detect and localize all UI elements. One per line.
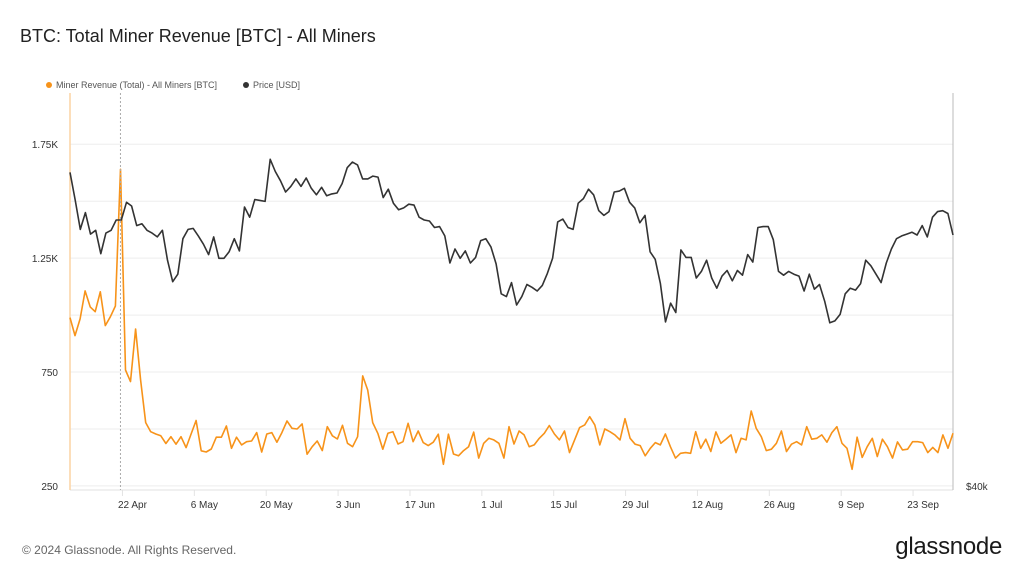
y-tick-label: 750 bbox=[41, 368, 58, 379]
series-line-miner-revenue bbox=[69, 168, 954, 471]
copyright-footer: © 2024 Glassnode. All Rights Reserved. bbox=[22, 543, 237, 557]
x-tick-label: 15 Jul bbox=[550, 500, 577, 511]
y-tick-label: 1.75K bbox=[32, 140, 58, 151]
x-tick-label: 12 Aug bbox=[692, 500, 723, 511]
x-tick-label: 20 May bbox=[260, 500, 293, 511]
legend-label-revenue: Miner Revenue (Total) - All Miners [BTC] bbox=[56, 80, 218, 90]
legend: Miner Revenue (Total) - All Miners [BTC]… bbox=[46, 80, 300, 90]
y-tick-label: 250 bbox=[41, 482, 58, 493]
x-tick-label: 26 Aug bbox=[764, 500, 795, 511]
y-tick-label: 1.25K bbox=[32, 254, 58, 265]
legend-item-price[interactable]: Price [USD] bbox=[243, 80, 300, 90]
series-line-price bbox=[69, 158, 954, 324]
x-tick-label: 1 Jul bbox=[481, 500, 502, 511]
legend-item-revenue[interactable]: Miner Revenue (Total) - All Miners [BTC] bbox=[46, 80, 217, 90]
x-tick-label: 22 Apr bbox=[118, 500, 148, 511]
legend-dot-price bbox=[243, 82, 250, 88]
legend-label-price: Price [USD] bbox=[253, 80, 301, 90]
glassnode-logo: glassnode bbox=[895, 533, 1002, 560]
x-tick-label: 3 Jun bbox=[336, 500, 360, 511]
x-tick-label: 6 May bbox=[191, 500, 218, 511]
x-tick-label: 9 Sep bbox=[838, 500, 865, 511]
x-tick-label: 29 Jul bbox=[622, 500, 649, 511]
x-tick-label: 17 Jun bbox=[405, 500, 435, 511]
y-right-tick-label: $40k bbox=[966, 482, 989, 493]
x-tick-label: 23 Sep bbox=[907, 500, 939, 511]
chart-title: BTC: Total Miner Revenue [BTC] - All Min… bbox=[20, 26, 376, 46]
legend-dot-revenue bbox=[46, 82, 52, 88]
